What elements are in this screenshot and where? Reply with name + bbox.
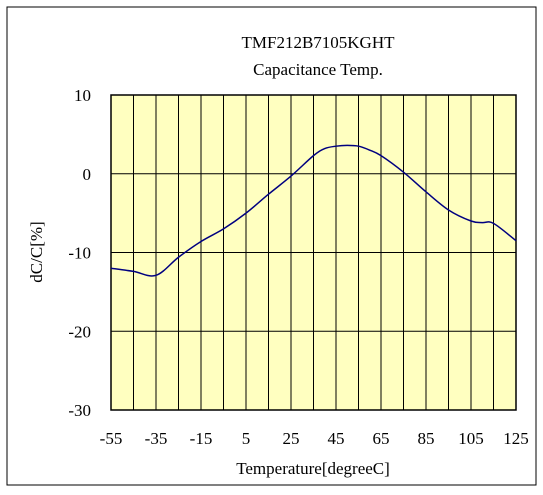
x-tick-label: 125 <box>503 429 529 448</box>
x-axis-title: Temperature[degreeC] <box>236 459 390 478</box>
x-tick-labels: -55 -35 -15 5 25 45 65 85 105 125 <box>100 429 529 448</box>
y-axis-title: dC/C[%] <box>27 221 46 282</box>
plot-border <box>110 94 517 411</box>
y-tick-label: 0 <box>83 165 92 184</box>
x-tick-label: 45 <box>328 429 345 448</box>
x-tick-label: -35 <box>145 429 168 448</box>
y-tick-label: -10 <box>68 244 91 263</box>
x-tick-label: -15 <box>190 429 213 448</box>
series-line <box>110 144 517 277</box>
x-tick-label: -55 <box>100 429 123 448</box>
chart-title: TMF212B7105KGHT <box>241 33 395 52</box>
y-tick-label: 10 <box>74 86 91 105</box>
x-tick-label: 65 <box>373 429 390 448</box>
x-tick-label: 105 <box>458 429 484 448</box>
x-tick-label: 25 <box>283 429 300 448</box>
y-tick-label: -30 <box>68 401 91 420</box>
y-tick-label: -20 <box>68 322 91 341</box>
horizontal-gridlines <box>111 173 516 332</box>
y-tick-labels: -30 -20 -10 0 10 <box>68 86 91 420</box>
x-tick-label: 85 <box>418 429 435 448</box>
x-tick-label: 5 <box>242 429 251 448</box>
chart-subtitle: Capacitance Temp. <box>253 60 383 79</box>
